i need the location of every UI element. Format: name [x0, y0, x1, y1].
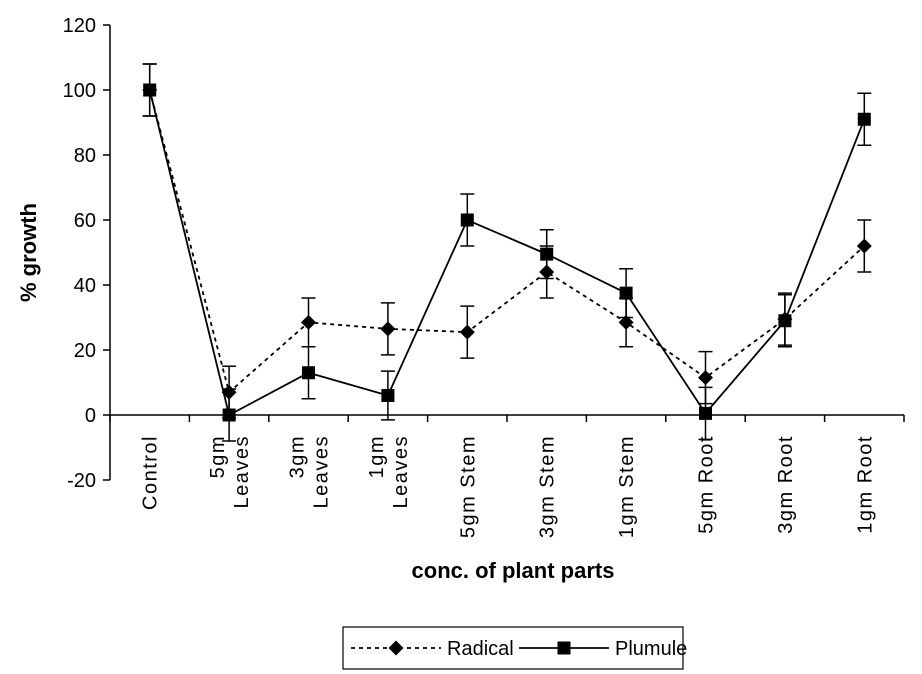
x-tick-label: 1gm Stem	[616, 435, 638, 538]
legend-box	[342, 626, 684, 670]
y-tick-label: 100	[63, 80, 96, 102]
data-point-plumule	[143, 83, 157, 97]
data-point-radical	[698, 370, 713, 386]
y-tick-label: 40	[74, 275, 96, 297]
data-point-plumule	[540, 247, 554, 261]
x-tick-label: Leaves	[390, 435, 412, 509]
data-point-radical	[459, 324, 475, 340]
series-line-radical	[148, 89, 865, 394]
x-axis-title: conc. of plant parts	[412, 558, 615, 583]
x-tick-label: 3gm Root	[775, 435, 797, 534]
x-tick-label: 5gm Stem	[457, 435, 479, 538]
y-tick-label: 0	[85, 405, 96, 427]
legend-marker-plumule	[557, 641, 571, 655]
legend-label-plumule: Plumule	[615, 638, 687, 660]
data-point-plumule	[302, 366, 315, 380]
data-point-plumule	[619, 286, 633, 300]
y-tick-label: -20	[67, 470, 96, 492]
legend: Radical Plumule	[342, 626, 687, 670]
x-tick-label: 3gm Stem	[537, 435, 559, 538]
y-tick-label: 120	[63, 15, 96, 37]
x-tick-label: Leaves	[231, 435, 253, 509]
x-tick-label: 5gm	[207, 435, 229, 478]
legend-label-radical: Radical	[447, 638, 514, 660]
y-axis-title: % growth	[16, 203, 41, 302]
data-point-radical	[301, 314, 316, 330]
series-lines	[148, 89, 866, 417]
x-tick-label: 1gm Root	[854, 435, 876, 534]
data-point-radical	[539, 264, 555, 280]
x-tick-label: Leaves	[311, 435, 333, 509]
series-line-plumule	[148, 89, 866, 417]
y-tick-label: 80	[74, 145, 96, 167]
y-tick-label: 20	[74, 340, 96, 362]
x-tick-label: Control	[140, 435, 162, 510]
x-tick-label: 5gm Root	[696, 435, 718, 534]
axis-labels: Control 5gm Leaves 3gm Leaves 1gm Leaves 5gm St…	[16, 203, 876, 583]
x-tick-label: 3gm	[287, 435, 309, 478]
data-point-radical	[221, 384, 237, 400]
data-point-radical	[380, 321, 396, 337]
data-point-plumule	[857, 112, 871, 126]
data-point-plumule	[778, 314, 792, 328]
series-markers	[142, 82, 872, 422]
data-point-radical	[618, 314, 634, 330]
axes: -20 0 20 40 60 80 100 120	[63, 15, 905, 492]
x-tick-label: 1gm	[366, 435, 388, 478]
error-bars	[142, 63, 872, 442]
y-tick-label: 60	[74, 210, 96, 232]
data-point-radical	[856, 238, 872, 254]
legend-marker-radical	[388, 640, 404, 656]
data-point-plumule	[699, 406, 712, 420]
data-point-plumule	[460, 213, 474, 227]
data-point-plumule	[222, 408, 236, 422]
data-point-plumule	[381, 389, 395, 402]
